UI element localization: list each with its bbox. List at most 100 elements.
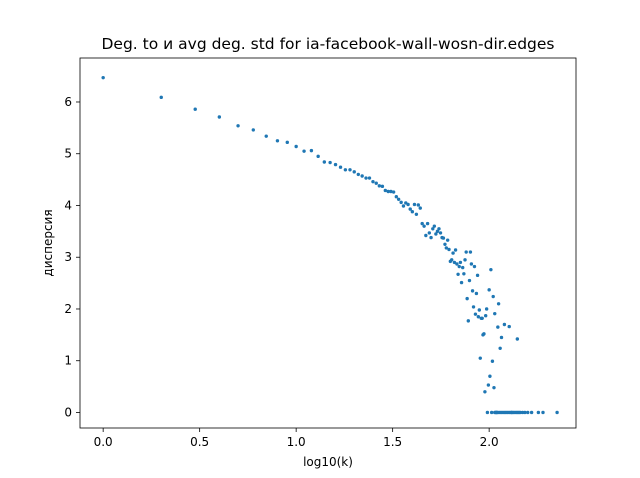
data-point <box>484 307 489 311</box>
data-point <box>394 194 399 199</box>
x-tick-label: 2.0 <box>480 435 499 449</box>
data-point <box>352 170 356 174</box>
y-tick-label: 6 <box>64 95 72 109</box>
data-point <box>470 289 475 293</box>
data-point <box>410 209 415 214</box>
y-tick-label: 2 <box>64 302 72 316</box>
data-point <box>380 184 385 189</box>
data-point <box>309 148 314 153</box>
data-point <box>322 160 327 164</box>
data-point <box>507 324 511 329</box>
data-point <box>450 258 454 262</box>
data-point <box>294 144 298 149</box>
data-point <box>536 410 541 415</box>
data-point <box>499 335 504 340</box>
data-point <box>467 278 472 283</box>
data-point <box>316 154 320 159</box>
chart-title: Deg. to и avg deg. std for ia-facebook-w… <box>102 35 555 53</box>
data-point <box>482 332 486 336</box>
data-point <box>469 262 474 266</box>
data-point <box>468 250 473 254</box>
data-point <box>435 229 440 234</box>
data-point <box>343 168 348 172</box>
data-point <box>434 232 438 236</box>
data-point <box>399 200 403 205</box>
data-point <box>480 316 484 320</box>
data-point <box>483 390 487 394</box>
y-tick-label: 4 <box>64 198 72 212</box>
data-point <box>101 75 105 80</box>
data-point <box>251 128 256 132</box>
data-point <box>328 160 332 165</box>
data-point <box>374 181 378 185</box>
data-point <box>453 248 458 252</box>
data-point <box>523 410 527 415</box>
data-point <box>425 221 430 226</box>
data-point <box>383 188 388 193</box>
data-point <box>159 95 163 100</box>
data-point <box>463 258 467 262</box>
data-point <box>408 207 412 211</box>
data-point <box>483 314 488 318</box>
data-point <box>418 206 422 210</box>
data-point <box>451 251 455 255</box>
data-point <box>427 231 432 235</box>
y-tick-label: 3 <box>64 250 72 264</box>
data-point <box>526 410 530 415</box>
x-tick-label: 0.0 <box>94 435 113 449</box>
y-tick-label: 0 <box>64 405 72 419</box>
data-point <box>386 189 390 194</box>
data-point <box>437 227 441 231</box>
data-point <box>441 236 446 240</box>
data-point <box>422 224 426 228</box>
data-point <box>476 315 481 319</box>
data-point <box>401 204 406 208</box>
tick-group: 0.0 0.5 1.0 1.5 2.0 0 1 2 3 4 5 6 <box>64 95 498 449</box>
data-point <box>391 190 396 194</box>
data-point <box>496 302 501 306</box>
data-point <box>462 272 466 276</box>
data-point <box>459 280 464 285</box>
data-point <box>338 165 343 169</box>
data-point <box>416 203 421 207</box>
data-point <box>348 168 352 172</box>
data-point <box>455 262 459 266</box>
data-point <box>406 202 410 207</box>
data-point <box>461 265 465 270</box>
data-point <box>466 319 471 323</box>
data-point <box>477 308 482 312</box>
data-point <box>457 264 461 269</box>
data-point <box>193 107 197 111</box>
x-tick-label: 1.5 <box>383 435 402 449</box>
data-points <box>101 75 559 415</box>
data-point <box>473 312 478 316</box>
x-axis-label: log10(k) <box>303 455 353 469</box>
plot-frame <box>79 57 577 429</box>
data-point <box>489 267 493 272</box>
data-point <box>458 260 463 265</box>
data-point <box>360 174 364 178</box>
data-point <box>412 202 417 207</box>
data-point <box>452 260 457 265</box>
data-point <box>474 291 479 296</box>
data-point <box>529 410 534 415</box>
data-point <box>431 227 435 231</box>
data-point <box>377 184 382 188</box>
data-point <box>389 189 393 194</box>
data-point <box>438 231 443 235</box>
data-point <box>217 115 222 119</box>
data-point <box>491 294 495 299</box>
data-point <box>515 337 520 341</box>
data-point <box>367 176 372 180</box>
data-point <box>447 247 451 252</box>
data-point <box>486 383 491 387</box>
data-point <box>488 374 492 378</box>
data-point <box>464 250 468 254</box>
data-point <box>498 346 502 351</box>
data-point <box>489 410 494 415</box>
data-point <box>302 149 306 153</box>
data-point <box>478 356 482 360</box>
data-point <box>541 410 545 415</box>
data-point <box>275 139 280 143</box>
